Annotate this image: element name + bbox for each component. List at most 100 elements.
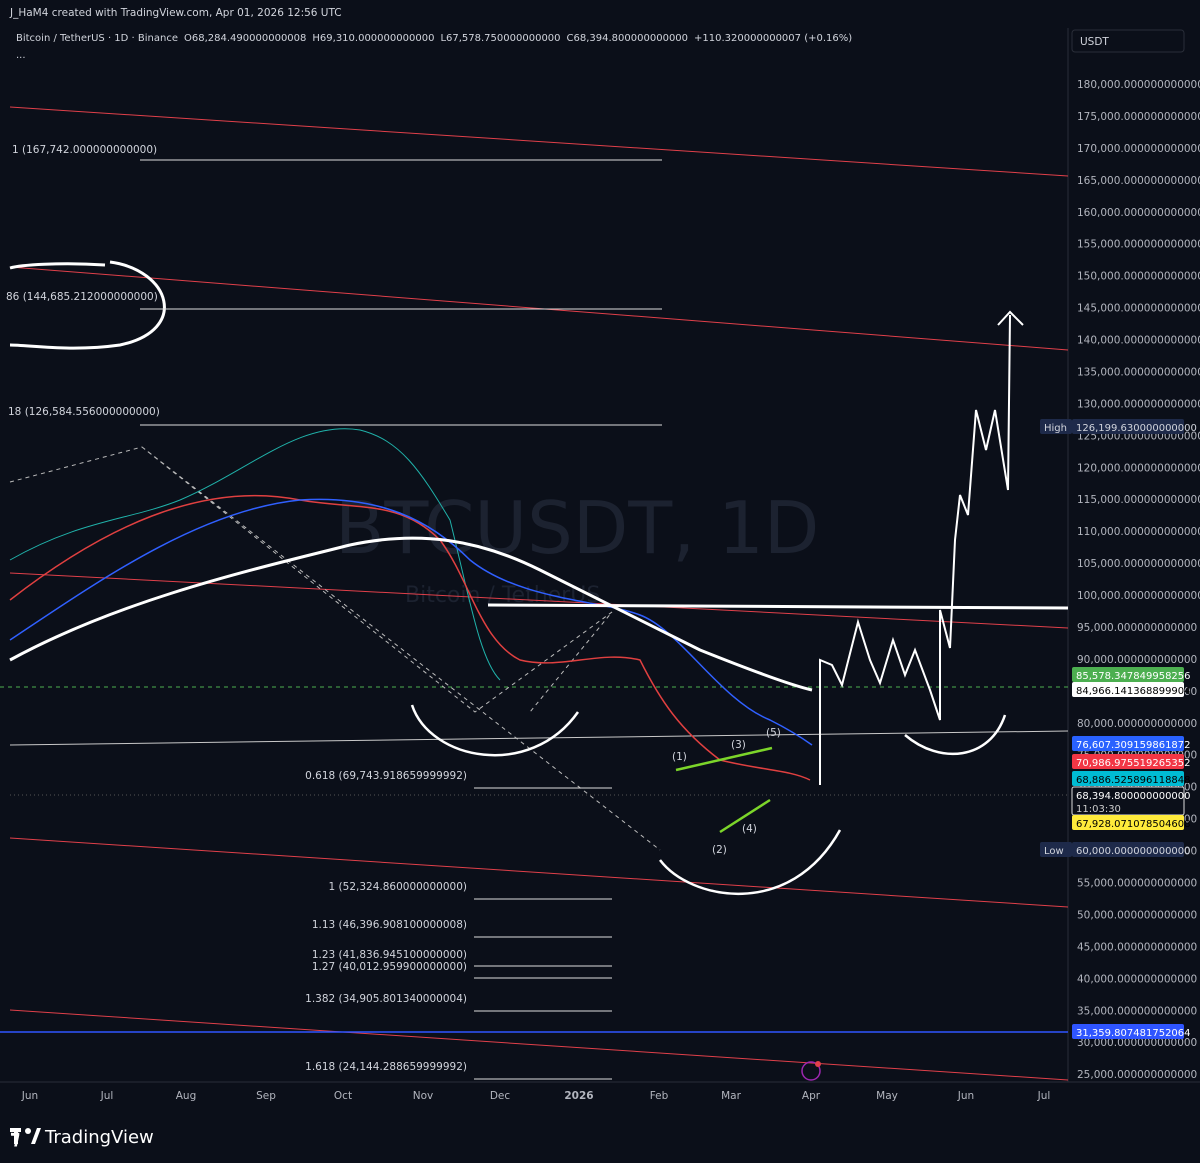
price-label: 30,000.000000000000 [1077,1037,1197,1049]
event-icon[interactable] [801,1061,821,1081]
fib-label: 1 (167,742.000000000000) [12,144,157,156]
fib-label: 1.13 (46,396.908100000008) [312,919,467,931]
time-label: Dec [490,1090,511,1102]
forecast-path [819,314,1011,785]
time-label: Oct [334,1090,352,1102]
price-label: 110,000.000000000000 [1077,526,1200,538]
currency[interactable]: USDT [1080,36,1109,48]
badge-text: 67,928.071078504608 [1076,819,1191,830]
price-label: 160,000.000000000000 [1077,207,1200,219]
trend-line [9,730,1069,746]
price-label: 145,000.000000000000 [1077,303,1200,315]
price-badges: High 126,199.630000000000 85,578.347849958… [1040,419,1197,1039]
hand-circle [9,260,166,350]
time-label: May [876,1090,898,1102]
time-label: Jul [100,1090,114,1102]
time-label: Nov [413,1090,434,1102]
fib-levels: 1 (167,742.000000000000) 86 (144,685.2120… [6,144,662,1080]
time-label: Aug [176,1090,197,1102]
wave-label: (4) [742,823,757,835]
time-label: Jul [1037,1090,1051,1102]
fib-dash [9,446,661,851]
logo-mark [14,1128,18,1144]
fib-label: 1.27 (40,012.959900000000) [312,961,467,973]
price-label: 35,000.000000000000 [1077,1005,1197,1017]
price-label: 50,000.000000000000 [1077,909,1197,921]
brand: TradingView [44,1127,154,1148]
watermark-ticker: BTCUSDT, 1D [335,486,819,570]
legend-open: O68,284.490000000008 [184,33,306,44]
time-label: Apr [802,1090,821,1102]
moving-average [9,494,811,781]
wave-label: (1) [672,751,687,763]
badge-bg [1072,736,1184,751]
badge-bg [1072,842,1184,857]
badge-text: 85,578.347849958256 [1076,671,1191,682]
channel-line [9,1009,1069,1081]
badge-text: Low [1044,846,1064,857]
logo-mark [31,1128,41,1144]
time-label: 2026 [564,1090,593,1102]
price-label: 135,000.000000000000 [1077,366,1200,378]
badge-text: 31,359.807481752064 [1076,1028,1191,1039]
badge-bg [1072,815,1184,830]
legend: Bitcoin / TetherUS · 1D · Binance O68,284… [16,33,852,61]
wave-label: (5) [766,727,781,739]
legend-low: L67,578.750000000000 [440,33,560,44]
badge-text: 68,886.525896118848 [1076,775,1191,786]
moving-average [9,428,501,681]
arrow-head [997,310,1024,326]
channel-line [9,837,1069,908]
hand-arc [659,829,842,895]
price-label: 95,000.000000000000 [1077,622,1197,634]
price-label: 115,000.000000000000 [1077,494,1200,506]
price-label: 175,000.000000000000 [1077,111,1200,123]
price-label: 40,000.000000000000 [1077,973,1197,985]
legend-change: +110.320000000007 (+0.16%) [694,33,852,44]
moving-average [9,498,813,746]
fib-label: 1.382 (34,905.801340000004) [305,993,467,1005]
badge-bg [1072,667,1184,682]
badge-text: High [1044,423,1067,434]
badge-bg [1040,419,1072,434]
footer: ⁊ TradingView [10,1125,154,1149]
price-axis: 180,000.000000000000 175,000.000000000000… [1077,79,1200,1081]
badge-text: 60,000.000000000000 [1076,846,1191,857]
fib-label: 1.23 (41,836.945100000000) [312,949,467,961]
wave-labels: (1) (2) (3) (4) (5) [672,727,781,856]
badge-text: 70,986.975519265352 [1076,758,1191,769]
badge-bg [1072,754,1184,769]
wave-label: (3) [731,739,746,751]
fib-label: 0.618 (69,743.918659999992) [305,770,467,782]
price-label: 100,000.000000000000 [1077,590,1200,602]
price-label: 130,000.000000000000 [1077,398,1200,410]
currency-box[interactable] [1071,29,1185,53]
attribution: J_HaM4 created with TradingView.com, Apr… [9,7,342,19]
legend-high: H69,310.000000000000 [312,33,434,44]
price-label: 180,000.000000000000 [1077,79,1200,91]
badge-text: 76,607.309159861872 [1076,740,1191,751]
fib-label: 1.618 (24,144.288659999992) [305,1061,467,1073]
hand-arc [410,704,580,757]
logo-mark [25,1128,31,1134]
triangle-lines [675,746,773,834]
legend-close: C68,394.800000000000 [567,33,689,44]
hand-arc [904,714,1007,756]
wave-label: (2) [712,844,727,856]
badge-bg [1072,1024,1184,1039]
badge-text: 126,199.630000000000 [1076,423,1197,434]
fib-label: 18 (126,584.556000000000) [8,406,160,418]
price-label: 165,000.000000000000 [1077,175,1200,187]
event-dot [815,1061,821,1067]
fib-label: 1 (52,324.860000000000) [329,881,467,893]
price-label: 170,000.000000000000 [1077,143,1200,155]
price-label: 25,000.000000000000 [1077,1069,1197,1081]
legend-symbol: Bitcoin / TetherUS · 1D · Binance [16,33,178,44]
moving-average [9,536,813,692]
badge-bg [1072,419,1184,434]
price-label: 150,000.000000000000 [1077,271,1200,283]
badge-bg [1072,771,1184,786]
price-label: 45,000.000000000000 [1077,941,1197,953]
